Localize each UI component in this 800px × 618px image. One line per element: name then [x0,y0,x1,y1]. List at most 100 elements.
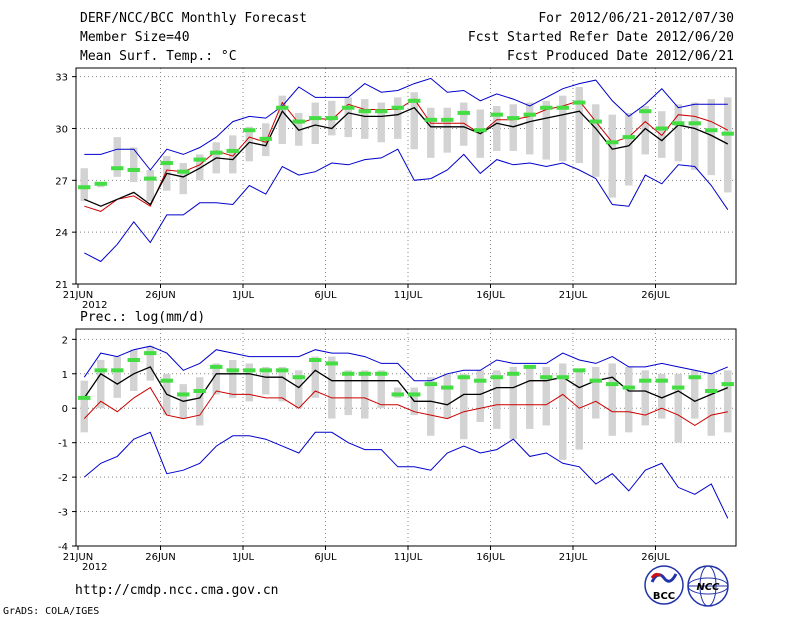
precipitation-marker [672,385,685,390]
precipitation-box [245,363,253,402]
precipitation-box [212,363,220,395]
precipitation-xtick-label: 26JUN [145,552,175,563]
precipitation-marker [160,378,173,383]
precipitation-marker [276,368,289,373]
temperature-box [509,104,517,151]
temperature-box [707,99,715,176]
temperature-marker [358,109,371,114]
precipitation-marker [309,358,322,362]
temperature-marker [276,105,289,110]
temperature-ytick-label: 27 [55,176,68,187]
temperature-marker [606,140,619,145]
precipitation-box [262,366,270,395]
precipitation-marker [358,371,371,376]
precipitation-line-min [83,431,729,519]
temperature-box [130,147,138,183]
temperature-box [608,114,616,198]
temperature-box [559,95,567,162]
variable-label: Mean Surf. Temp.: °C [80,49,237,64]
precipitation-box [641,370,649,426]
temperature-marker [210,150,223,155]
temperature-marker [226,148,239,153]
temperature-marker [540,105,553,110]
precipitation-box [80,380,88,433]
temperature-xtick-label: 16JUL [476,290,505,301]
precipitation-ytick-label: 1 [62,370,68,381]
precipitation-marker [705,389,718,393]
precipitation-marker [111,368,124,373]
precipitation-line-median [83,386,728,426]
precipitation-marker [556,375,569,380]
temperature-marker [391,105,404,110]
temperature-line-min [84,148,729,263]
precipitation-marker [457,375,470,380]
precipitation-box [493,370,501,429]
precipitation-marker [639,378,652,383]
temperature-box [443,107,451,153]
temperature-box [625,112,633,186]
temperature-marker [342,105,355,110]
precipitation-marker [606,382,619,387]
temperature-box [344,97,352,138]
precipitation-box [113,356,121,398]
temperature-box [724,97,732,193]
precipitation-box [724,370,732,433]
temperature-marker [375,109,388,114]
precipitation-box [608,363,616,436]
precipitation-box [509,366,517,440]
precipitation-marker [540,375,553,380]
temperature-marker [655,126,668,131]
precipitation-box [361,370,369,419]
precipitation-xtick-label: 11JUL [394,552,423,563]
precipitation-xtick-label: 26JUL [641,552,670,563]
temperature-box [641,106,649,155]
precipitation-box [196,377,204,426]
temperature-box [460,102,468,146]
temperature-marker [111,166,124,171]
temperature-ytick-label: 21 [55,280,68,291]
precipitation-marker [721,382,734,387]
precipitation-xtick-label: 21JUL [559,552,588,563]
member-size: Member Size=40 [80,30,190,45]
forecast-start-date: Fcst Started Refer Date 2012/06/20 [467,30,734,45]
forecast-period: For 2012/06/21-2012/07/30 [538,11,734,26]
precipitation-frame [75,328,737,547]
precipitation-marker [94,368,107,373]
precipitation-marker [193,389,206,393]
temperature-box [377,102,385,143]
temperature-marker [573,100,586,105]
temperature-xtick-label: 11JUL [394,290,423,301]
precipitation-marker [441,385,454,390]
precipitation-marker [391,392,404,397]
precipitation-marker [507,371,520,376]
grads-credit: GrADS: COLA/IGES [3,606,100,617]
precipitation-box [691,370,699,419]
precipitation-marker [127,358,140,362]
temperature-marker [507,116,520,121]
precipitation-ytick-label: -4 [58,542,68,553]
temperature-marker [639,109,652,114]
precipitation-box [328,356,336,419]
precipitation-box [674,373,682,443]
temperature-box [493,106,501,151]
temperature-marker [325,116,338,121]
precipitation-line-mean [83,366,729,406]
precipitation-ytick-label: -3 [58,508,68,519]
precipitation-box [476,370,484,422]
temperature-xtick-label: 21JUN [63,290,93,301]
precipitation-line-max [83,345,728,382]
precipitation-marker [342,371,355,376]
precipitation-box [130,349,138,391]
temperature-marker [523,112,536,117]
precipitation-marker [226,368,239,373]
temperature-box [410,92,418,150]
precipitation-box [427,377,435,436]
precipitation-marker [144,351,157,356]
temperature-ytick-label: 33 [55,73,68,84]
precipitation-marker [243,368,256,373]
precipitation-box [559,363,567,460]
source-url[interactable]: http://cmdp.ncc.cma.gov.cn [75,583,279,598]
precipitation-box [295,370,303,409]
temperature-marker [78,185,91,190]
precipitation-marker [408,392,421,397]
